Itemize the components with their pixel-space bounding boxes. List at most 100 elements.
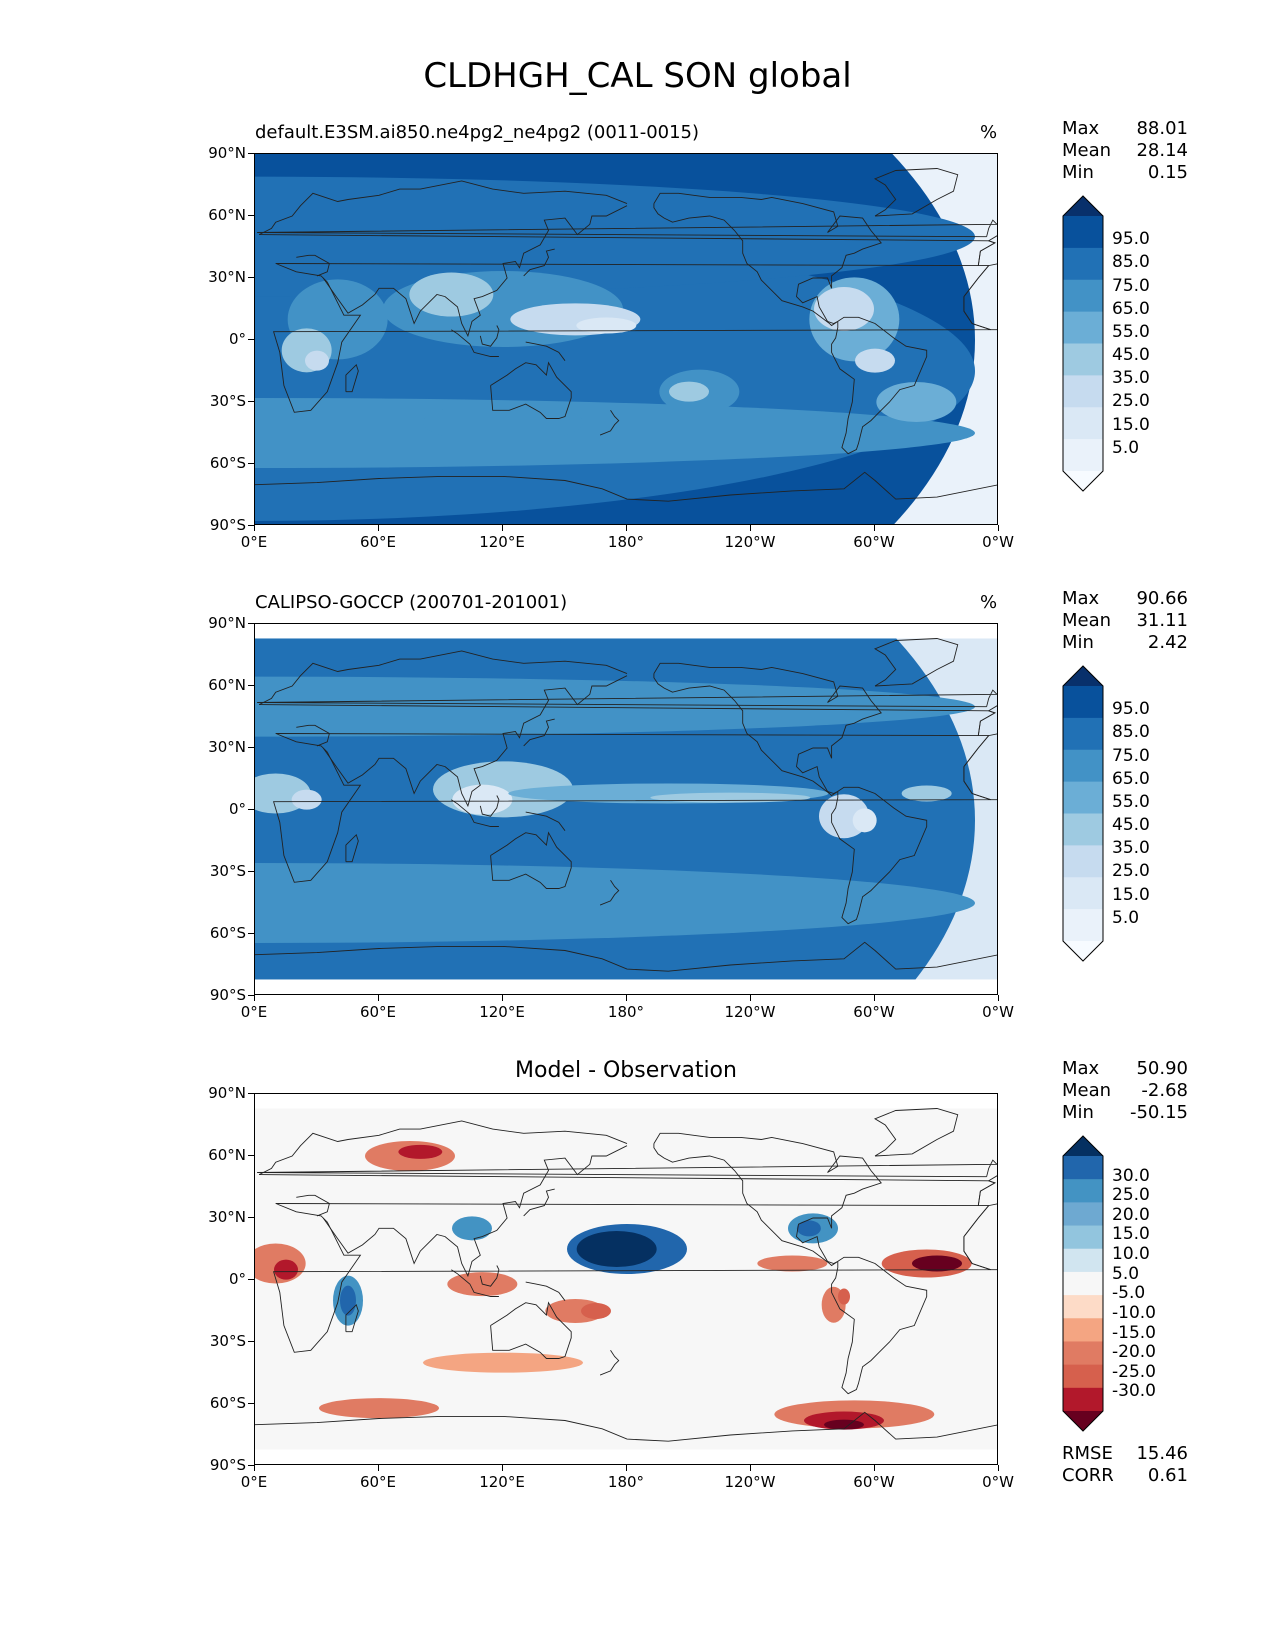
colorbar-tick-label: -30.0 — [1112, 1381, 1156, 1402]
y-tick-label: 90°N — [208, 1084, 246, 1102]
colorbar-extend-bottom — [1063, 1411, 1103, 1431]
colorbar-segment — [1063, 845, 1103, 878]
coastline — [599, 880, 620, 906]
colorbar-svg — [1062, 665, 1104, 962]
y-tick-label: 90°S — [209, 516, 246, 534]
contour-region — [852, 808, 877, 833]
contour-region — [576, 1231, 657, 1267]
coastline — [258, 180, 996, 266]
x-tick-mark — [253, 525, 255, 531]
panel-title: Model - Observation — [515, 1058, 737, 1083]
coastline — [255, 941, 997, 972]
contour-region — [398, 1144, 443, 1159]
contour-region — [912, 1255, 962, 1272]
colorbar-tick-label: 10.0 — [1112, 1244, 1150, 1265]
colorbar-tick-label: 15.0 — [1112, 414, 1150, 435]
metric-value: 0.61 — [1147, 1465, 1188, 1486]
y-tick-label: 60°N — [208, 206, 246, 224]
contour-region — [291, 789, 322, 810]
coastline — [599, 410, 620, 436]
colorbar-tick-label: 65.0 — [1112, 768, 1150, 789]
contour-region — [576, 317, 637, 334]
contour-region — [650, 792, 811, 803]
colorbar-tick-label: -10.0 — [1112, 1302, 1156, 1323]
colorbar-tick-label: 95.0 — [1112, 699, 1150, 720]
contour-region — [423, 1352, 583, 1373]
coastline — [490, 1301, 572, 1359]
y-tick-label: 90°S — [209, 1456, 246, 1474]
colorbar-segment — [1063, 247, 1103, 281]
contour-region — [274, 1259, 298, 1280]
y-tick-label: 60°N — [208, 1146, 246, 1164]
x-tick-mark — [997, 525, 999, 531]
y-tick-label: 30°N — [208, 738, 246, 756]
colorbar-tick-label: -25.0 — [1112, 1361, 1156, 1382]
colorbar-outline — [1062, 665, 1104, 962]
colorbar-extend-bottom — [1063, 941, 1103, 961]
coastline — [322, 1145, 628, 1278]
y-tick-label: 30°S — [209, 862, 246, 880]
x-tick-label: 120°W — [724, 533, 776, 551]
contour-region — [255, 863, 975, 943]
contour-region — [757, 1255, 828, 1272]
coastline — [451, 329, 499, 357]
contour-region — [319, 1398, 439, 1419]
coastline — [257, 219, 997, 238]
coastline — [322, 675, 628, 808]
stat-value: -50.15 — [1129, 1102, 1188, 1123]
x-tick-label: 180° — [607, 1473, 645, 1491]
colorbar-tick-label: 5.0 — [1112, 437, 1140, 458]
colorbar-tick-label: 25.0 — [1112, 861, 1150, 882]
coastline — [272, 1203, 991, 1353]
x-tick-label: 120°E — [479, 533, 525, 551]
map-model-svg — [255, 154, 997, 524]
x-tick-mark — [377, 995, 379, 1001]
colorbar-segment — [1063, 1225, 1103, 1250]
coastline — [257, 689, 997, 708]
stat-value: -2.68 — [1141, 1080, 1188, 1101]
coastline — [963, 263, 997, 297]
coastline — [272, 733, 991, 883]
colorbar-extend-top — [1063, 666, 1103, 686]
x-tick-label: 120°E — [479, 1473, 525, 1491]
y-tick-label: 30°N — [208, 1208, 246, 1226]
colorbar-tick-label: 75.0 — [1112, 275, 1150, 296]
panel-model: default.E3SM.ai850.ne4pg2_ne4pg2 (0011-0… — [0, 0, 1275, 551]
colorbar-segment — [1063, 1202, 1103, 1227]
x-tick-mark — [501, 525, 503, 531]
x-tick-mark — [873, 525, 875, 531]
colorbar-outline — [1062, 1135, 1104, 1432]
coastline — [873, 1108, 959, 1157]
contour-region — [409, 272, 494, 317]
stat-label: Mean — [1062, 1080, 1112, 1101]
x-tick-mark — [625, 525, 627, 531]
metric-value: 15.46 — [1136, 1443, 1188, 1464]
y-tick-label: 90°S — [209, 986, 246, 1004]
contour-region — [901, 785, 952, 802]
coastline — [599, 1350, 620, 1376]
x-tick-label: 120°W — [724, 1473, 776, 1491]
coastline — [653, 192, 882, 327]
x-tick-label: 120°E — [479, 1003, 525, 1021]
panel-title: default.E3SM.ai850.ne4pg2_ne4pg2 (0011-0… — [255, 122, 700, 143]
coastline — [322, 205, 628, 338]
colorbar-segment — [1063, 749, 1103, 783]
stat-label: Min — [1062, 632, 1094, 653]
coastline — [490, 831, 572, 889]
coastline — [272, 263, 991, 413]
x-tick-label: 60°W — [853, 1003, 895, 1021]
x-tick-mark — [501, 995, 503, 1001]
colorbar-tick-label: 65.0 — [1112, 298, 1150, 319]
y-tick-label: 30°S — [209, 392, 246, 410]
colorbar-tick-label: 5.0 — [1112, 1263, 1140, 1284]
coastline — [963, 1236, 997, 1271]
colorbar-tick-label: 15.0 — [1112, 1224, 1150, 1245]
coastline — [296, 254, 330, 277]
y-tick-mark — [248, 684, 254, 686]
y-tick-label: 60°S — [209, 454, 246, 472]
x-tick-label: 0°E — [240, 1003, 268, 1021]
polar-mask — [255, 1449, 997, 1464]
stat-value: 90.66 — [1136, 588, 1188, 609]
colorbar-tick-label: 55.0 — [1112, 791, 1150, 812]
stat-label: Max — [1062, 118, 1100, 139]
